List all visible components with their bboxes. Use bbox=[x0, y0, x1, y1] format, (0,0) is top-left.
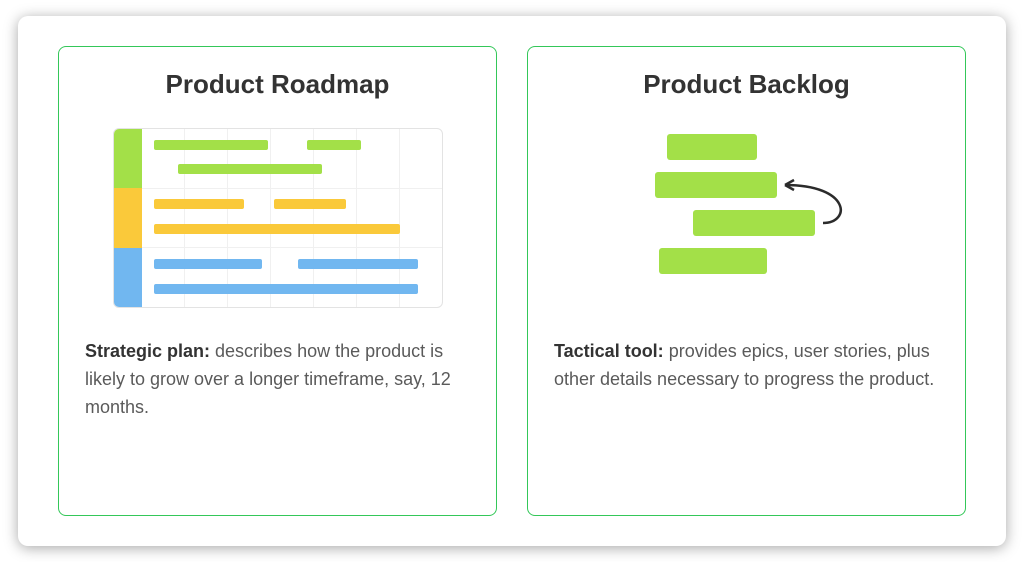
comparison-container: Product Roadmap Strategic plan: describe… bbox=[18, 16, 1006, 546]
roadmap-illustration bbox=[85, 118, 470, 318]
roadmap-bar bbox=[307, 140, 361, 150]
roadmap-title: Product Roadmap bbox=[85, 69, 470, 100]
roadmap-sidebar-segment bbox=[114, 129, 142, 188]
roadmap-bar bbox=[154, 224, 400, 234]
roadmap-lane bbox=[142, 129, 442, 189]
roadmap-bar bbox=[154, 259, 262, 269]
backlog-title: Product Backlog bbox=[554, 69, 939, 100]
roadmap-sidebar-segment bbox=[114, 248, 142, 307]
roadmap-bar bbox=[298, 259, 418, 269]
roadmap-lane bbox=[142, 189, 442, 249]
roadmap-bar bbox=[154, 199, 244, 209]
backlog-card: Product Backlog Tactical tool: provides … bbox=[527, 46, 966, 516]
backlog-description: Tactical tool: provides epics, user stor… bbox=[554, 338, 939, 394]
backlog-arrow-icon bbox=[607, 128, 887, 308]
roadmap-card: Product Roadmap Strategic plan: describe… bbox=[58, 46, 497, 516]
backlog-desc-bold: Tactical tool: bbox=[554, 341, 664, 361]
roadmap-bar bbox=[154, 284, 418, 294]
roadmap-desc-bold: Strategic plan: bbox=[85, 341, 210, 361]
backlog-illustration bbox=[554, 118, 939, 318]
backlog-stack bbox=[607, 128, 887, 308]
roadmap-bar bbox=[178, 164, 322, 174]
roadmap-lane bbox=[142, 248, 442, 307]
roadmap-gantt bbox=[113, 128, 443, 308]
roadmap-description: Strategic plan: describes how the produc… bbox=[85, 338, 470, 422]
roadmap-bar bbox=[274, 199, 346, 209]
roadmap-bar bbox=[154, 140, 268, 150]
roadmap-sidebar-segment bbox=[114, 188, 142, 247]
